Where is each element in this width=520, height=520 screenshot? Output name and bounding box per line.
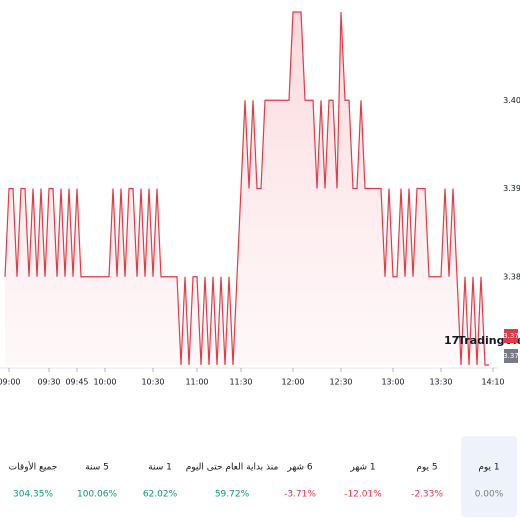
y-tick-label: 3.38 — [503, 272, 520, 281]
x-tick-label: 10:00 — [93, 378, 116, 387]
period-label: 1 سنة — [148, 463, 172, 473]
x-tick-label: 10:30 — [141, 378, 164, 387]
x-tick-label: 09:45 — [65, 378, 88, 387]
period-label: 5 يوم — [416, 463, 437, 473]
period-change: 0.00% — [475, 490, 504, 500]
prev-price-tag — [504, 349, 518, 363]
selected-tab-bg — [461, 436, 517, 517]
period-change: 100.06% — [77, 490, 117, 500]
period-tab[interactable]: 6 شهر -3.71% — [284, 463, 316, 500]
price-line — [4, 11, 489, 366]
period-tab[interactable]: 1 يوم 0.00% — [475, 463, 504, 500]
period-tab[interactable]: 5 يوم -2.33% — [411, 463, 443, 500]
y-tick-label: 3.39 — [503, 184, 520, 193]
x-tick-label: 12:00 — [281, 378, 304, 387]
last-price-tag — [504, 329, 518, 343]
period-change: 304.35% — [13, 490, 53, 500]
x-tick-label: 13:30 — [429, 378, 452, 387]
period-label: 6 شهر — [286, 463, 313, 473]
x-tick-label: 09:30 — [37, 378, 60, 387]
area — [5, 12, 489, 365]
period-label: 5 سنة — [85, 463, 109, 473]
y-tick-label: 3.40 — [503, 96, 520, 105]
prev-price: 3.37 — [503, 352, 519, 360]
logo-mark: 17 — [444, 334, 459, 347]
x-tick-label: 13:00 — [381, 378, 404, 387]
period-change: 62.02% — [143, 490, 178, 500]
period-tab[interactable]: 5 سنة 100.06% — [77, 463, 117, 500]
period-change: 59.72% — [215, 490, 250, 500]
last-price: 3.37 — [503, 332, 519, 340]
period-change: -12.01% — [344, 490, 382, 500]
period-label: 1 يوم — [478, 463, 499, 473]
period-tab[interactable]: 1 شهر -12.01% — [344, 463, 382, 500]
x-tick-label: 11:30 — [229, 378, 252, 387]
x-tick-label: 12:30 — [329, 378, 352, 387]
x-tick-label: 11:00 — [185, 378, 208, 387]
x-tick-label: 09:00 — [0, 378, 21, 387]
period-change: -2.33% — [411, 490, 443, 500]
period-label: 1 شهر — [349, 463, 375, 473]
period-label: جميع الأوقات — [9, 461, 58, 473]
x-tick-label: 14:10 — [481, 378, 504, 387]
period-tab[interactable]: جميع الأوقات 304.35% — [9, 461, 58, 500]
period-tab[interactable]: منذ بداية العام حتى اليوم 59.72% — [186, 463, 279, 500]
period-change: -3.71% — [284, 490, 316, 500]
period-label: منذ بداية العام حتى اليوم — [186, 463, 279, 473]
period-tab[interactable]: 1 سنة 62.02% — [143, 463, 178, 500]
